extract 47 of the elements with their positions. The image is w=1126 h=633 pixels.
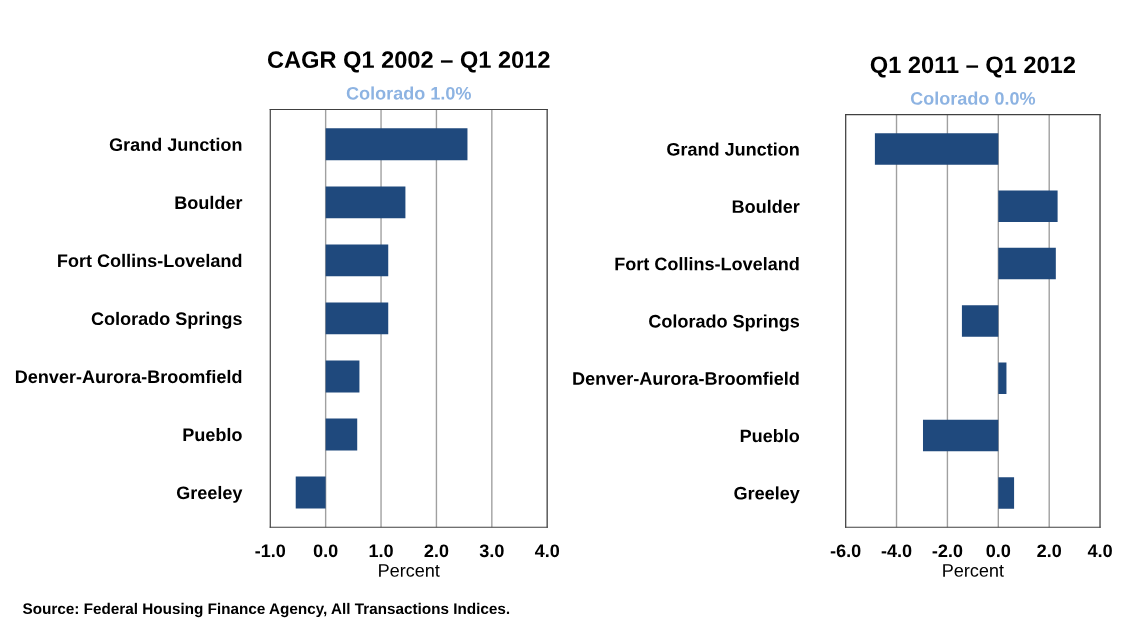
bar <box>961 305 999 337</box>
text: Colorado 0.0% <box>910 91 1036 105</box>
x-axis-title: Percent <box>943 564 1004 577</box>
y-tick-label: Pueblo <box>183 427 242 442</box>
x-tick-label: -1.0 <box>255 544 286 558</box>
y-tick-label: Boulder <box>732 199 800 214</box>
y-tick-label: Colorado Springs <box>91 311 242 329</box>
bar <box>325 302 389 335</box>
bar <box>325 360 360 393</box>
x-tick-label: 4.0 <box>1087 544 1112 558</box>
y-tick-label: Grand Junction <box>109 137 242 152</box>
bar <box>998 247 1056 280</box>
x-tick-label: 2.0 <box>1037 544 1062 558</box>
text: Colorado 1.0% <box>346 86 471 100</box>
x-tick-label: 0.0 <box>313 544 338 558</box>
x-tick-label: 1.0 <box>369 544 393 558</box>
bar <box>998 477 1015 509</box>
y-tick-label: Fort Collins-Loveland <box>615 257 799 271</box>
bar <box>922 419 999 452</box>
chart-title: Q1 2011 – Q1 2012 <box>870 56 1075 78</box>
y-tick-label: Grand Junction <box>667 142 799 156</box>
bar <box>998 362 1007 395</box>
y-tick-label: Greeley <box>176 485 243 503</box>
x-tick-label: 2.0 <box>424 544 449 558</box>
source-note: Source: Federal Housing Finance Agency, All Transactions Indices. <box>22 602 510 618</box>
y-tick-label: Fort Collins-Loveland <box>58 253 242 268</box>
x-tick-label: 0.0 <box>986 544 1011 558</box>
bar <box>998 190 1058 223</box>
bar <box>295 476 326 509</box>
y-tick-label: Greeley <box>734 486 800 504</box>
bar <box>325 244 389 277</box>
bar <box>874 133 999 165</box>
x-axis-title: Percent <box>379 564 440 577</box>
bar <box>325 128 468 161</box>
x-tick-label: 3.0 <box>479 544 504 558</box>
x-tick-label: -6.0 <box>830 544 861 558</box>
y-tick-label: Boulder <box>175 195 243 210</box>
y-tick-label: Colorado Springs <box>649 314 800 332</box>
x-tick-label: 4.0 <box>534 544 560 558</box>
y-tick-label: Denver-Aurora-Broomfield <box>573 371 799 385</box>
bar <box>325 186 406 219</box>
y-tick-label: Pueblo <box>740 429 800 443</box>
y-tick-label: Denver-Aurora-Broomfield <box>15 369 242 384</box>
chart-title: CAGR Q1 2002 – Q1 2012 <box>267 51 550 73</box>
x-tick-label: -2.0 <box>932 544 963 558</box>
bar <box>325 418 358 451</box>
x-tick-label: -4.0 <box>881 544 912 558</box>
